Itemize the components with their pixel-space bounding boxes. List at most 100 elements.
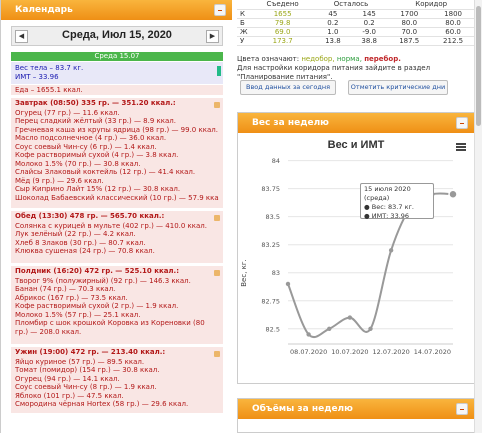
x-tick-label: 14.07.2020 <box>414 348 451 356</box>
y-tick-label: 82.5 <box>266 325 280 333</box>
body-stats[interactable]: Вес тела – 83.7 кг. ИМТ – 33.96 <box>11 62 223 84</box>
table-row: Б 79.8 0.2 0.2 80.0 80.0 <box>237 18 475 28</box>
minimize-icon[interactable] <box>214 4 226 16</box>
legend-text: Цвета означают: недобор, норма, перебор.… <box>237 55 475 82</box>
meal-item: Хлеб 8 Злаков (30 гр.) — 80.7 ккал. <box>15 238 146 247</box>
meal-item: Яблоко (101 гр.) — 47.5 ккал. <box>15 391 124 400</box>
weight-data-point[interactable] <box>388 248 394 253</box>
weight-data-point[interactable] <box>448 189 458 199</box>
food-total[interactable]: Еда – 1655.1 ккал. <box>11 85 223 95</box>
meal-title: Ужин (19:00) 472 гр. — 213.40 ккал.: <box>15 348 166 356</box>
meal-breakfast[interactable]: Завтрак (08:50) 335 гр. — 351.20 ккал.: … <box>11 98 223 208</box>
weight-data-point[interactable] <box>285 281 291 287</box>
table-cell: 173.7 <box>250 36 315 46</box>
minimize-icon[interactable] <box>456 117 468 129</box>
legend-deficit: недобор, <box>301 55 335 63</box>
table-cell: -9.0 <box>351 27 388 37</box>
y-tick-label: 83 <box>272 269 280 277</box>
volume-panel: Объёмы за неделю <box>237 398 475 433</box>
meal-item: Огурец (94 гр.) — 14.1 ккал. <box>15 374 120 383</box>
mark-critical-days-button[interactable]: Отметить критические дни <box>348 80 448 95</box>
prev-day-button[interactable]: ◀ <box>15 30 28 43</box>
table-row: У 173.7 13.8 38.8 187.5 212.5 <box>237 36 475 46</box>
edit-icon[interactable] <box>214 270 220 276</box>
nutrition-table: Съедено Осталось Коридор К 1655 45 145 1… <box>237 0 475 46</box>
meal-snack[interactable]: Полдник (16:20) 472 гр. — 525.10 ккал.: … <box>11 266 223 344</box>
minimize-icon[interactable] <box>456 403 468 415</box>
table-cell: 38.8 <box>351 36 388 46</box>
table-cell: 1655 <box>250 9 315 19</box>
table-cell: 1700 <box>387 9 432 19</box>
table-cell: 1800 <box>431 9 475 19</box>
calendar-header-title: Календарь <box>15 5 73 15</box>
scrollbar[interactable] <box>474 0 482 433</box>
food-total-text: Еда – 1655.1 ккал. <box>15 86 83 94</box>
legend-norm: норма, <box>336 55 362 63</box>
meal-item: Клюква сушеная (24 гр.) — 70.8 ккал. <box>15 247 155 255</box>
table-header-row: Съедено Осталось Коридор <box>237 0 475 10</box>
meal-item: Абрикос (167 гр.) — 73.5 ккал. <box>15 293 128 302</box>
weight-data-point[interactable] <box>327 326 332 331</box>
legend-excess: перебор. <box>364 55 401 63</box>
meal-title: Обед (13:30) 478 гр. — 565.70 ккал.: <box>15 212 165 220</box>
table-cell: 0.2 <box>314 18 352 28</box>
meal-item: Шоколад Бабаевский классический (10 гр.)… <box>15 193 219 202</box>
x-tick-label: 12.07.2020 <box>373 348 410 356</box>
legend-note: Для настройки коридора питания зайдите в… <box>237 64 431 81</box>
meal-item: Мёд (9 гр.) — 29.6 ккал. <box>15 176 104 185</box>
table-cell: У <box>237 36 251 46</box>
right-column: Съедено Осталось Коридор К 1655 45 145 1… <box>232 0 482 433</box>
tooltip-bmi: ● ИМТ: 33.96 <box>364 212 410 220</box>
meal-item: Пломбир с шок крошкой Коровка из Коренов… <box>15 319 205 336</box>
table-cell: К <box>237 9 251 19</box>
meal-title: Полдник (16:20) 472 гр. — 525.10 ккал.: <box>15 267 180 275</box>
edit-icon[interactable] <box>214 351 220 357</box>
y-tick-label: 84 <box>272 157 280 165</box>
x-tick-label: 10.07.2020 <box>331 348 368 356</box>
table-cell: 69.0 <box>250 27 315 37</box>
chart-title: Вес и ИМТ <box>327 139 385 151</box>
legend-prefix: Цвета означают: <box>237 55 300 63</box>
y-tick-label: 82.75 <box>261 297 280 305</box>
table-cell: 80.0 <box>431 18 475 28</box>
edit-icon[interactable] <box>214 215 220 221</box>
table-row: Ж 69.0 1.0 -9.0 70.0 60.0 <box>237 27 475 37</box>
table-cell: 45 <box>314 9 352 19</box>
chart-menu-icon[interactable] <box>456 143 466 151</box>
meal-item: Гречневая каша из крупы ядрица (98 гр.) … <box>15 125 218 134</box>
meal-title: Завтрак (08:50) 335 гр. — 351.20 ккал.: <box>15 99 176 107</box>
meal-item: Молоко 1.5% (57 гр.) — 25.1 ккал. <box>15 310 141 319</box>
meal-item: Яйцо куриное (57 гр.) — 89.5 ккал. <box>15 357 145 366</box>
edit-icon[interactable] <box>214 102 220 108</box>
meal-item: Огурец (77 гр.) — 11.6 ккал. <box>15 108 120 117</box>
meal-item: Масло подсолнечное (4 гр.) — 36.0 ккал. <box>15 134 167 142</box>
tooltip-date: 15 июля 2020 (среда) <box>364 185 411 202</box>
y-tick-label: 83.75 <box>261 185 280 193</box>
meal-lunch[interactable]: Обед (13:30) 478 гр. — 565.70 ккал.: Сол… <box>11 211 223 263</box>
meal-item: Сыр Киприно Лайт 15% (12 гр.) — 30.8 кка… <box>15 185 181 193</box>
meal-dinner[interactable]: Ужин (19:00) 472 гр. — 213.40 ккал.: Яйц… <box>11 347 223 413</box>
next-day-button[interactable]: ▶ <box>206 30 219 43</box>
weight-data-point[interactable] <box>306 332 311 337</box>
x-tick-label: 08.07.2020 <box>290 348 327 356</box>
meal-item: Творог 9% (полужирный) (92 гр.) — 146.3 … <box>15 276 191 285</box>
weight-data-point[interactable] <box>347 315 353 320</box>
table-header-cell: Осталось <box>314 0 388 10</box>
meal-item: Соус соевый Чин-су (8 гр.) — 1.9 ккал. <box>15 383 157 391</box>
table-cell: 187.5 <box>387 36 432 46</box>
meal-item: Соус соевый Чин-су (6 гр.) — 1.4 ккал. <box>15 142 157 151</box>
table-cell: 60.0 <box>431 27 475 37</box>
table-cell: 1.0 <box>314 27 352 37</box>
day-status-bar: Среда 15.07 <box>11 52 223 61</box>
table-header-cell <box>237 0 251 10</box>
volume-panel-title: Объёмы за неделю <box>252 404 353 414</box>
y-tick-label: 83.25 <box>261 241 280 249</box>
weight-panel: Вес за неделю Вес и ИМТ Вес, кг. 82.5 82.… <box>237 112 475 384</box>
scrollbar-thumb[interactable] <box>476 6 481 126</box>
tooltip-weight: ● Вес: 83.7 кг. <box>364 203 414 211</box>
input-today-button[interactable]: Ввод данных за сегодня <box>240 80 336 95</box>
weight-data-point[interactable] <box>368 326 373 331</box>
volume-panel-header: Объёмы за неделю <box>238 399 474 419</box>
table-cell: 145 <box>351 9 388 19</box>
meal-item: Томат (помидор) (154 гр.) — 30.8 ккал. <box>15 366 160 374</box>
